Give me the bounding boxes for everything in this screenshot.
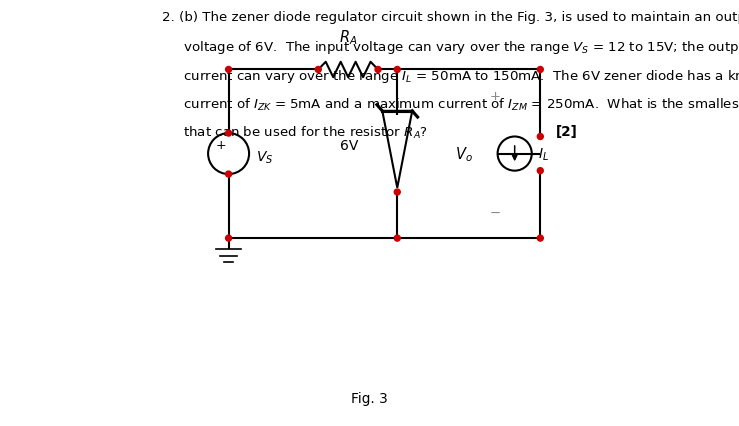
Circle shape [225, 131, 231, 137]
Circle shape [395, 67, 401, 73]
Circle shape [375, 67, 381, 73]
Text: Fig. 3: Fig. 3 [351, 391, 388, 405]
Text: $R_A$: $R_A$ [339, 28, 358, 47]
Text: +: + [216, 138, 226, 151]
Text: voltage of 6V.  The input voltage can vary over the range $\mathit{V_S}$ = 12 to: voltage of 6V. The input voltage can var… [162, 39, 739, 56]
Text: $V_o$: $V_o$ [454, 145, 472, 164]
Circle shape [395, 236, 401, 242]
Text: current can vary over the range $\mathit{I_L}$ = 50mA to 150mA.  The 6V zener di: current can vary over the range $\mathit… [162, 68, 739, 85]
Circle shape [537, 168, 543, 174]
Circle shape [225, 236, 231, 242]
Text: $I_L$: $I_L$ [538, 146, 549, 162]
Text: current of $\mathit{I_{ZK}}$ = 5mA and a maximum current of $\mathit{I_{ZM}}$ = : current of $\mathit{I_{ZK}}$ = 5mA and a… [162, 96, 739, 112]
Text: that can be used for the resistor $\mathit{R_A}$?: that can be used for the resistor $\math… [162, 125, 427, 141]
Text: −: − [490, 207, 501, 219]
Circle shape [395, 190, 401, 196]
Text: +: + [490, 89, 501, 102]
Text: [2]: [2] [556, 125, 577, 139]
Circle shape [316, 67, 321, 73]
Circle shape [225, 67, 231, 73]
Circle shape [537, 67, 543, 73]
Circle shape [225, 172, 231, 178]
Circle shape [537, 134, 543, 140]
Circle shape [537, 236, 543, 242]
Text: $V_S$: $V_S$ [256, 150, 273, 166]
Text: 2. (b) The zener diode regulator circuit shown in the Fig. 3, is used to maintai: 2. (b) The zener diode regulator circuit… [162, 11, 739, 23]
Text: 6V: 6V [341, 139, 359, 153]
